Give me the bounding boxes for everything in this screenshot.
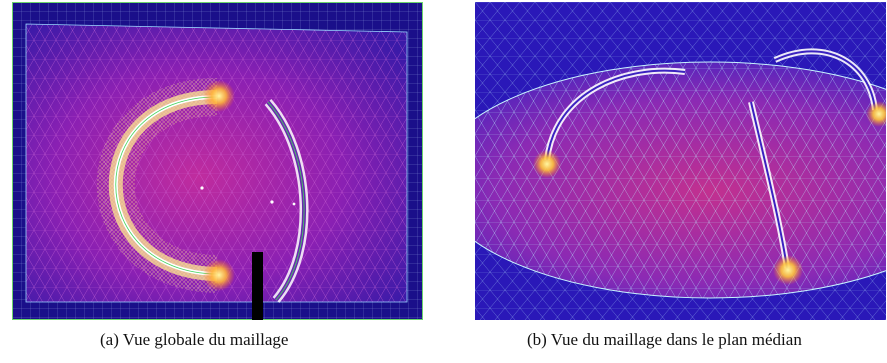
mesh-render-median <box>475 2 886 320</box>
mesh-render-global <box>12 2 423 320</box>
caption-global-view: (a) Vue globale du maillage <box>100 330 289 349</box>
caption-median-plane: (b) Vue du maillage dans le plan médian <box>527 330 802 349</box>
mesh-image-global-view <box>12 2 423 320</box>
mesh-image-median-plane <box>475 2 886 320</box>
